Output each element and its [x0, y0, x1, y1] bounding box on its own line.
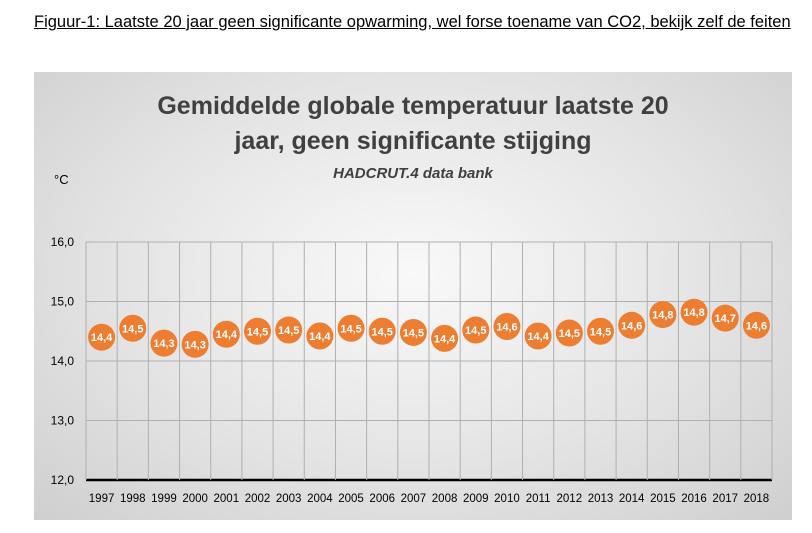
x-tick-label: 1999 [151, 493, 177, 505]
y-tick-label: 14,0 [51, 354, 75, 368]
data-point [555, 319, 583, 347]
x-tick-label: 2002 [245, 493, 271, 505]
data-label: 14,8 [652, 310, 673, 322]
x-tick-label: 2010 [494, 493, 520, 505]
x-tick-label: 2018 [744, 493, 770, 505]
y-tick-label: 13,0 [51, 414, 75, 428]
data-label: 14,6 [496, 321, 517, 333]
data-point [181, 330, 209, 358]
data-point [711, 304, 739, 332]
x-tick-label: 2003 [276, 493, 302, 505]
data-point [337, 314, 365, 342]
data-point [150, 329, 178, 357]
data-point [212, 320, 240, 348]
chart-area: Gemiddelde globale temperatuur laatste 2… [34, 72, 792, 520]
x-tick-label: 2013 [588, 493, 614, 505]
data-point [88, 323, 116, 351]
data-label: 14,4 [434, 333, 456, 345]
data-point [680, 298, 708, 326]
data-point [462, 316, 490, 344]
data-label: 14,3 [184, 339, 205, 351]
data-label: 14,5 [372, 326, 393, 338]
x-tick-label: 1998 [120, 493, 146, 505]
chart-title-line-1: Gemiddelde globale temperatuur laatste 2… [157, 92, 669, 120]
y-tick-label: 15,0 [51, 295, 75, 309]
data-label: 14,3 [153, 338, 174, 350]
x-tick-label: 2012 [557, 493, 583, 505]
data-point [587, 317, 614, 345]
x-tick-label: 2009 [463, 493, 489, 505]
chart-title: Gemiddelde globale temperatuur laatste 2… [34, 89, 792, 159]
x-tick-label: 2015 [650, 493, 676, 505]
x-tick-label: 2001 [214, 493, 240, 505]
x-tick-label: 2007 [401, 493, 427, 505]
data-point [306, 322, 334, 350]
x-tick-label: 2016 [681, 493, 707, 505]
data-point [742, 311, 770, 339]
data-point [399, 318, 427, 346]
data-label: 14,5 [122, 323, 143, 335]
x-tick-label: 2006 [369, 493, 395, 505]
plot-svg: 12,0 13,0 14,0 15,0 16,0 1997 1998 1999 2000 2001… [51, 235, 773, 505]
data-point [431, 324, 459, 352]
data-label: 14,5 [247, 326, 268, 338]
data-label: 14,4 [91, 332, 113, 344]
data-label: 14,5 [465, 325, 486, 337]
x-tick-label: 2000 [182, 493, 208, 505]
data-point [368, 317, 396, 345]
y-axis-unit-label: °C [54, 172, 69, 187]
x-tick-label: 2011 [526, 493, 551, 505]
data-label: 14,6 [746, 320, 767, 332]
data-point [618, 311, 646, 339]
x-tick-label: 2004 [307, 493, 333, 505]
x-tick-label: 2005 [338, 493, 364, 505]
chart-subtitle: HADCRUT.4 data bank [333, 165, 493, 182]
data-label: 14,5 [403, 327, 424, 339]
data-point [119, 314, 147, 342]
x-tick-label: 2014 [619, 493, 645, 505]
data-label: 14,5 [590, 326, 611, 338]
data-point [649, 301, 677, 329]
y-tick-label: 16,0 [51, 235, 75, 249]
data-label: 14,4 [309, 331, 331, 343]
data-point [275, 316, 303, 344]
x-tick-label: 1997 [89, 493, 115, 505]
data-label: 14,8 [683, 307, 704, 319]
data-label: 14,5 [278, 325, 299, 337]
data-point [244, 317, 271, 345]
data-label: 14,4 [527, 331, 549, 343]
data-label: 14,5 [340, 323, 361, 335]
figure-caption: Figuur-1: Laatste 20 jaar geen significa… [34, 13, 791, 31]
data-point [524, 322, 552, 350]
data-label: 14,4 [216, 329, 238, 341]
y-tick-label: 12,0 [51, 473, 75, 487]
data-label: 14,7 [715, 313, 736, 325]
chart-title-line-2: jaar, geen significante stijging [234, 127, 592, 155]
data-label: 14,5 [559, 328, 580, 340]
data-point [493, 312, 521, 340]
x-tick-label: 2017 [712, 493, 738, 505]
data-label: 14,6 [621, 320, 642, 332]
x-tick-label: 2008 [432, 493, 458, 505]
